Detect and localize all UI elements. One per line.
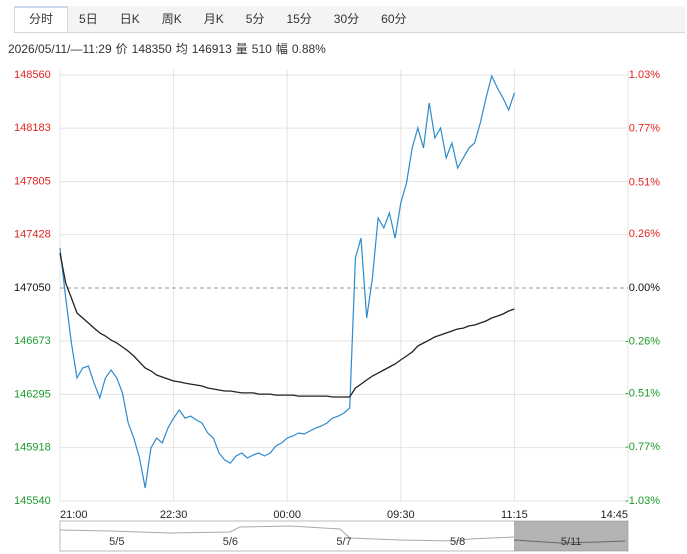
navigator[interactable]: 5/5 5/6 5/7 5/8 5/11 [59,520,629,552]
navigator-label: 5/5 [109,536,124,548]
y-tick-label: 145540 [14,495,51,507]
info-time: 2026/05/11/—11:29 [8,42,112,56]
x-tick-label: 14:45 [600,509,628,521]
navigator-label: 5/11 [561,536,582,548]
y2-tick-label: 0.00% [629,282,660,294]
y-tick-label: 147805 [14,175,51,187]
tab[interactable]: 分时 [14,6,69,32]
y2-tick-label: 0.77% [629,123,660,135]
tab[interactable]: 5日 [79,12,98,26]
info-value: 148350 [131,42,172,56]
series-line [59,74,515,489]
y2-tick-label: -0.77% [625,441,660,453]
y2-tick-label: -0.51% [625,387,660,399]
y-tick-label: 146673 [14,335,51,347]
tab[interactable]: 日K [119,12,140,26]
navigator-selection[interactable] [514,521,628,551]
y-tick-label: 148560 [14,69,51,81]
y2-tick-label: -0.26% [625,336,660,348]
tab-bar: 分时 5日 日K 周K 月K 5分 15分 30分 60分 [14,6,685,33]
series-line [59,252,515,398]
y-tick-label: 148183 [14,122,51,134]
tab[interactable]: 60分 [381,12,407,26]
tab[interactable]: 周K [161,12,182,26]
x-tick-label: 22:30 [160,509,188,521]
tab[interactable]: 5分 [245,12,265,26]
x-tick-label: 21:00 [60,509,88,521]
tab[interactable]: 30分 [333,12,360,26]
info-value: 510 [251,42,272,56]
navigator-line [513,539,626,544]
y2-tick-label: 1.03% [629,69,660,81]
navigator-line [59,525,515,542]
y2-tick-label: 0.26% [629,228,660,240]
y-tick-label: 147050 [14,282,51,294]
x-tick-label: 09:30 [387,509,415,521]
info-label: 量 [235,42,248,56]
y-tick-label: 145918 [14,442,51,454]
tab[interactable]: 15分 [286,12,312,26]
navigator-label: 5/8 [450,536,465,548]
info-label: 幅 [275,42,288,56]
x-tick-label: 00:00 [273,509,301,521]
y-tick-label: 147428 [14,229,51,241]
info-label: 均 [175,42,188,56]
navigator-label: 5/7 [336,536,351,548]
tab[interactable]: 月K [203,12,224,26]
info-value: 0.88% [291,42,326,56]
y2-tick-label: 0.51% [629,176,660,188]
info-value: 146913 [191,42,232,56]
info-label: 价 [115,42,128,56]
navigator-label: 5/6 [223,536,238,548]
x-tick-label: 11:15 [501,509,528,521]
y2-tick-label: -1.03% [625,495,660,507]
info-line: 2026/05/11/—11:29 价 148350 均 146913 量 510 幅 0.88… [8,40,330,57]
y-tick-label: 146295 [14,388,51,400]
